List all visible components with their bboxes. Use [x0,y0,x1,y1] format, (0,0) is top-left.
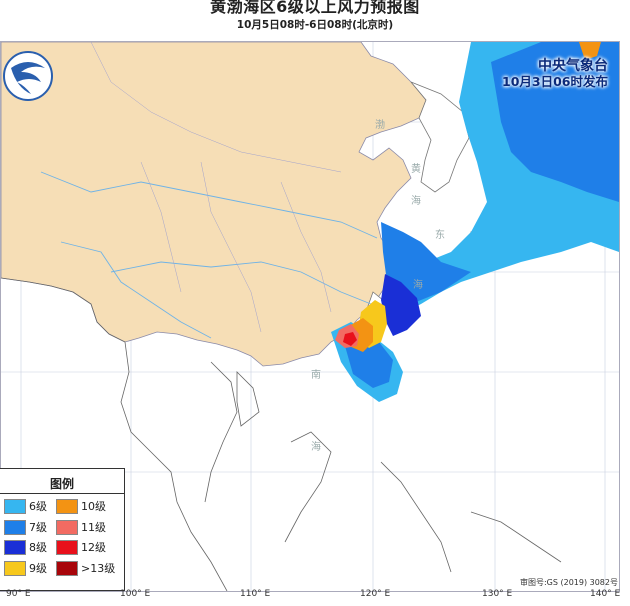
legend-swatch [56,498,78,514]
wind-zone-7-north [491,42,619,202]
legend-swatch [4,560,26,576]
publisher-name: 中央气象台 [538,58,608,74]
legend-label: 10级 [81,500,106,513]
legend-label: 6级 [29,500,47,513]
legend-label: 9级 [29,562,47,575]
sea-label-bohai: 渤 [375,118,385,131]
legend-item-9: 9级 [4,560,47,576]
wind-zone-7-east [381,222,471,304]
sea-label-huang: 黄 [411,162,421,175]
sea-label-huang-hai: 海 [411,194,421,207]
lon-label-90: 90° E [6,589,31,599]
legend-swatch [56,539,78,555]
wind-zone-8 [381,274,421,336]
legend: 图例 6级 7级 8级 9级 10级 11级 12级 >13级 [0,468,125,591]
legend-item-12: 12级 [56,539,106,555]
legend-swatch [4,498,26,514]
legend-item-11: 11级 [56,519,106,535]
lon-label-120: 120° E [360,589,391,599]
legend-label: 12级 [81,541,106,554]
legend-title: 图例 [49,477,74,491]
publisher-block: 中央气象台 10月3日06时发布 [502,58,608,90]
legend-label: >13级 [81,562,116,575]
lon-label-140: 140° E [590,589,621,599]
legend-divider [0,493,124,494]
wind-zone-12 [343,332,357,346]
wind-zone-10-north [579,42,601,60]
rivers [40,171,378,339]
sea-label-nan-hai: 海 [311,440,321,453]
legend-item-6: 6级 [4,498,47,514]
legend-swatch [4,539,26,555]
province-boundaries [90,42,342,333]
sea-label-dong: 东 [435,228,445,241]
legend-swatch [4,519,26,535]
lon-label-100: 100° E [120,589,151,599]
legend-item-8: 8级 [4,539,47,555]
legend-swatch [56,560,78,576]
legend-swatch [56,519,78,535]
legend-label: 7级 [29,521,47,534]
cma-logo-icon [3,51,53,101]
legend-item-13: >13级 [56,560,116,576]
southeast-asia-outline [1,277,562,591]
sea-label-nan: 南 [311,368,321,381]
legend-item-7: 7级 [4,519,47,535]
legend-item-10: 10级 [56,498,106,514]
lon-label-130: 130° E [482,589,513,599]
map-title: 黄渤海区6级以上风力预报图 [210,0,420,16]
lon-label-110: 110° E [240,589,271,599]
legend-label: 11级 [81,521,106,534]
map-subtitle: 10月5日08时-6日08时(北京时) [236,19,394,31]
issue-time: 10月3日06时发布 [502,74,608,89]
legend-label: 8级 [29,541,47,554]
sea-label-dong-hai: 海 [413,278,423,291]
approval-number: 审图号:GS (2019) 3082号 [519,578,618,587]
